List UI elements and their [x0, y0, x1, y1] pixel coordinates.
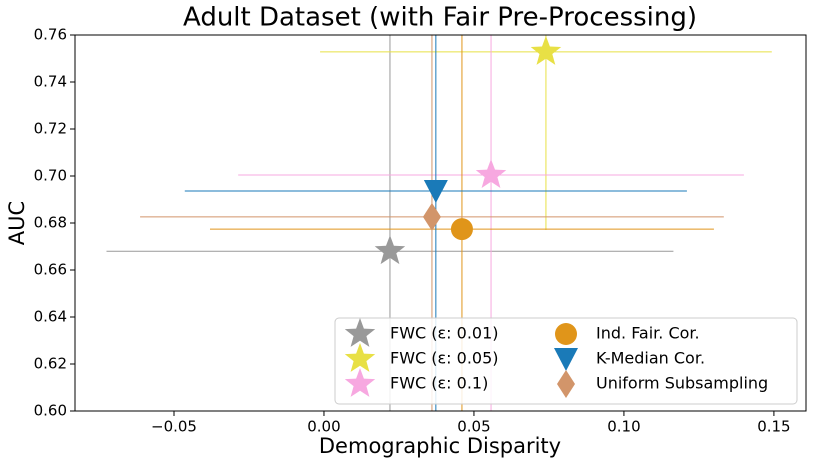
- marker-triangle: [554, 348, 578, 371]
- chart-title: Adult Dataset (with Fair Pre-Processing): [183, 3, 697, 33]
- legend-label: FWC (ε: 0.01): [390, 324, 499, 343]
- marker-star: [374, 235, 406, 265]
- x-tick-label: −0.05: [151, 418, 197, 436]
- y-axis-label: AUC: [5, 201, 29, 245]
- x-tick-label: 0.00: [307, 418, 340, 436]
- y-tick-label: 0.66: [34, 261, 67, 279]
- marker-star: [344, 343, 376, 372]
- y-tick-label: 0.64: [34, 308, 67, 326]
- x-tick-label: 0.05: [457, 418, 490, 436]
- legend-label: FWC (ε: 0.1): [390, 374, 488, 393]
- y-tick-label: 0.72: [34, 120, 67, 138]
- legend-label: Uniform Subsampling: [596, 374, 768, 393]
- legend-label: FWC (ε: 0.05): [390, 349, 499, 368]
- marker-star: [530, 35, 562, 65]
- marker-star: [475, 159, 507, 188]
- legend-label: K-Median Cor.: [596, 349, 705, 368]
- marker-triangle: [423, 180, 448, 204]
- marker-circle: [450, 218, 473, 241]
- y-tick-label: 0.68: [34, 214, 67, 232]
- plot-area: [106, 35, 772, 411]
- x-tick-label: 0.15: [757, 418, 790, 436]
- x-axis-label: Demographic Disparity: [319, 434, 561, 458]
- marker-diamond: [422, 202, 441, 231]
- marker-star: [344, 368, 376, 397]
- y-tick-label: 0.74: [34, 73, 67, 91]
- legend-label: Ind. Fair. Cor.: [596, 324, 700, 343]
- y-tick-label: 0.62: [34, 355, 67, 373]
- marker-diamond: [557, 370, 575, 398]
- marker-star: [344, 318, 376, 347]
- y-tick-label: 0.60: [34, 402, 67, 420]
- y-tick-label: 0.76: [34, 26, 67, 44]
- y-tick-label: 0.70: [34, 167, 67, 185]
- marker-circle: [555, 323, 577, 345]
- x-tick-label: 0.10: [607, 418, 640, 436]
